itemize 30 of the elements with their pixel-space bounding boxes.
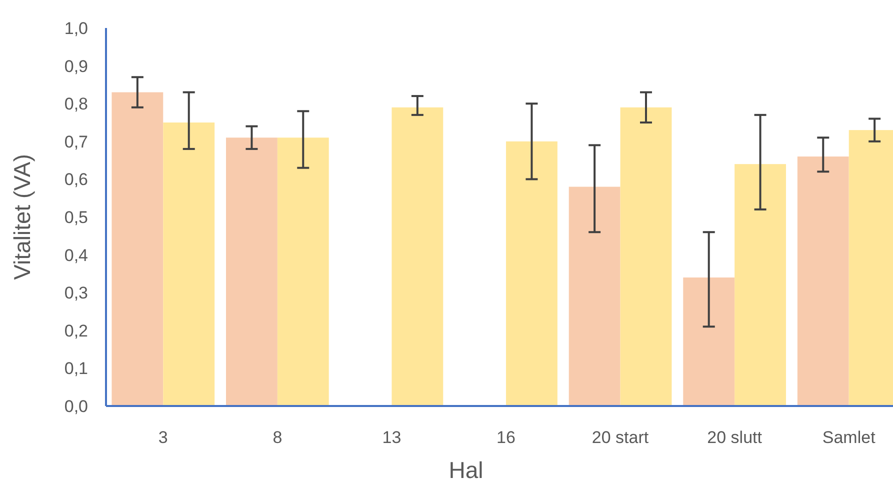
x-axis-title: Hal	[448, 457, 484, 483]
y-tick-label: 0,9	[64, 56, 88, 76]
y-tick-label: 1,0	[64, 18, 88, 38]
y-tick-label: 0,1	[64, 359, 88, 378]
bar	[568, 186, 620, 406]
y-tick-label: 0,5	[64, 208, 88, 227]
x-tick-label: 16	[496, 428, 516, 447]
x-tick-label: 20 start	[592, 428, 649, 447]
y-tick-label: 0,4	[64, 246, 88, 265]
y-tick-label: 0,3	[64, 284, 88, 303]
bar	[683, 277, 735, 406]
y-tick-label: 0,0	[64, 396, 88, 416]
x-tick-label: Samlet	[822, 428, 876, 447]
bar	[506, 141, 558, 406]
bar	[734, 164, 786, 406]
bar	[226, 138, 278, 406]
x-tick-label: 8	[272, 428, 282, 447]
bar	[163, 122, 215, 406]
bar	[620, 107, 672, 406]
bar	[277, 138, 329, 406]
y-tick-label: 0,7	[64, 132, 88, 152]
y-tick-label: 0,8	[64, 94, 88, 114]
x-tick-label: 3	[158, 428, 168, 447]
y-tick-label: 0,6	[64, 170, 88, 190]
bar	[392, 107, 444, 406]
y-tick-label: 0,2	[64, 321, 88, 340]
bar	[112, 92, 164, 406]
x-tick-label: 13	[382, 428, 402, 447]
x-tick-label: 20 slutt	[707, 428, 762, 447]
y-axis-title: Vitalitet (VA)	[9, 154, 35, 280]
